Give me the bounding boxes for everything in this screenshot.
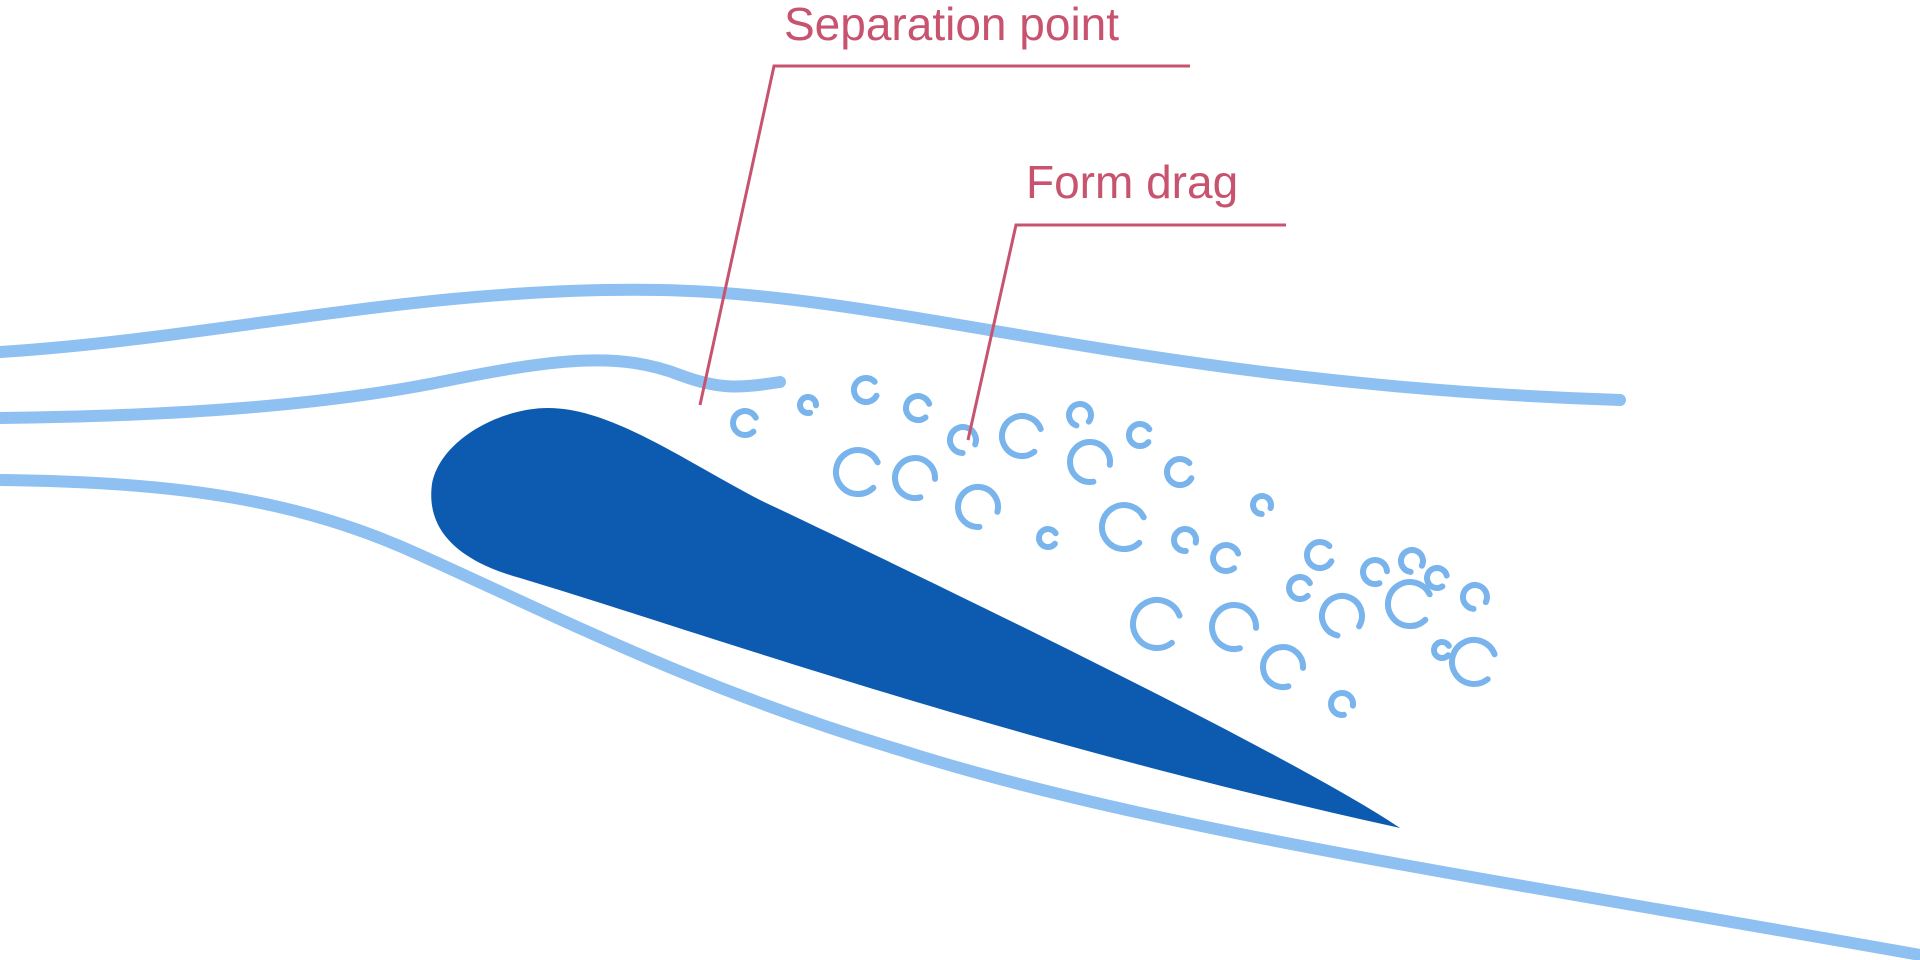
- swirl-eddy-icon: [833, 447, 881, 497]
- swirl-eddy-icon: [1067, 439, 1113, 485]
- swirl-eddy-icon: [1424, 565, 1450, 591]
- streamline-middle: [0, 354, 786, 424]
- swirl-eddy-icon: [850, 375, 880, 405]
- turbulent-wake-eddies: [730, 375, 1498, 718]
- swirl-eddy-icon: [797, 394, 819, 416]
- swirl-eddy-icon: [1164, 456, 1195, 489]
- separation-point-leader-line: [698, 64, 1190, 406]
- swirl-eddy-icon: [1125, 421, 1153, 449]
- swirl-eddy-icon: [1360, 557, 1390, 587]
- airfoil-shape: [431, 408, 1400, 828]
- swirl-eddy-icon: [1099, 502, 1147, 552]
- swirl-eddy-icon: [1459, 582, 1490, 612]
- swirl-eddy-icon: [1260, 644, 1307, 690]
- swirl-eddy-icon: [1448, 637, 1498, 687]
- swirl-eddy-icon: [1431, 639, 1452, 661]
- annotations: Separation point Form drag: [698, 0, 1286, 441]
- swirl-eddy-icon: [1286, 574, 1313, 602]
- swirl-eddy-icon: [1397, 547, 1426, 575]
- separation-point-label: Separation point: [784, 0, 1119, 50]
- streamline-top: [0, 283, 1626, 406]
- form-drag-label: Form drag: [1026, 156, 1238, 208]
- form-drag-annotation: Form drag: [966, 156, 1286, 441]
- swirl-eddy-icon: [1130, 597, 1183, 651]
- swirl-eddy-icon: [1210, 542, 1242, 575]
- swirl-eddy-icon: [1209, 602, 1260, 652]
- streamline-bottom: [0, 474, 1920, 960]
- swirl-eddy-icon: [946, 424, 979, 456]
- form-drag-leader-line: [966, 223, 1286, 441]
- swirl-eddy-icon: [730, 408, 759, 438]
- swirl-eddy-icon: [1328, 689, 1356, 718]
- swirl-eddy-icon: [1250, 493, 1274, 517]
- swirl-eddy-icon: [1304, 539, 1335, 572]
- streamlines: [0, 283, 1920, 960]
- separation-point-annotation: Separation point: [698, 0, 1190, 406]
- swirl-eddy-icon: [1171, 526, 1199, 554]
- swirl-eddy-icon: [892, 455, 939, 501]
- swirl-eddy-icon: [1385, 579, 1433, 629]
- swirl-eddy-icon: [1066, 401, 1094, 429]
- swirl-eddy-icon: [955, 483, 1001, 530]
- swirl-eddy-icon: [903, 393, 933, 424]
- swirl-eddy-icon: [1318, 593, 1365, 639]
- swirl-eddy-icon: [1036, 526, 1059, 550]
- swirl-eddy-icon: [998, 413, 1044, 459]
